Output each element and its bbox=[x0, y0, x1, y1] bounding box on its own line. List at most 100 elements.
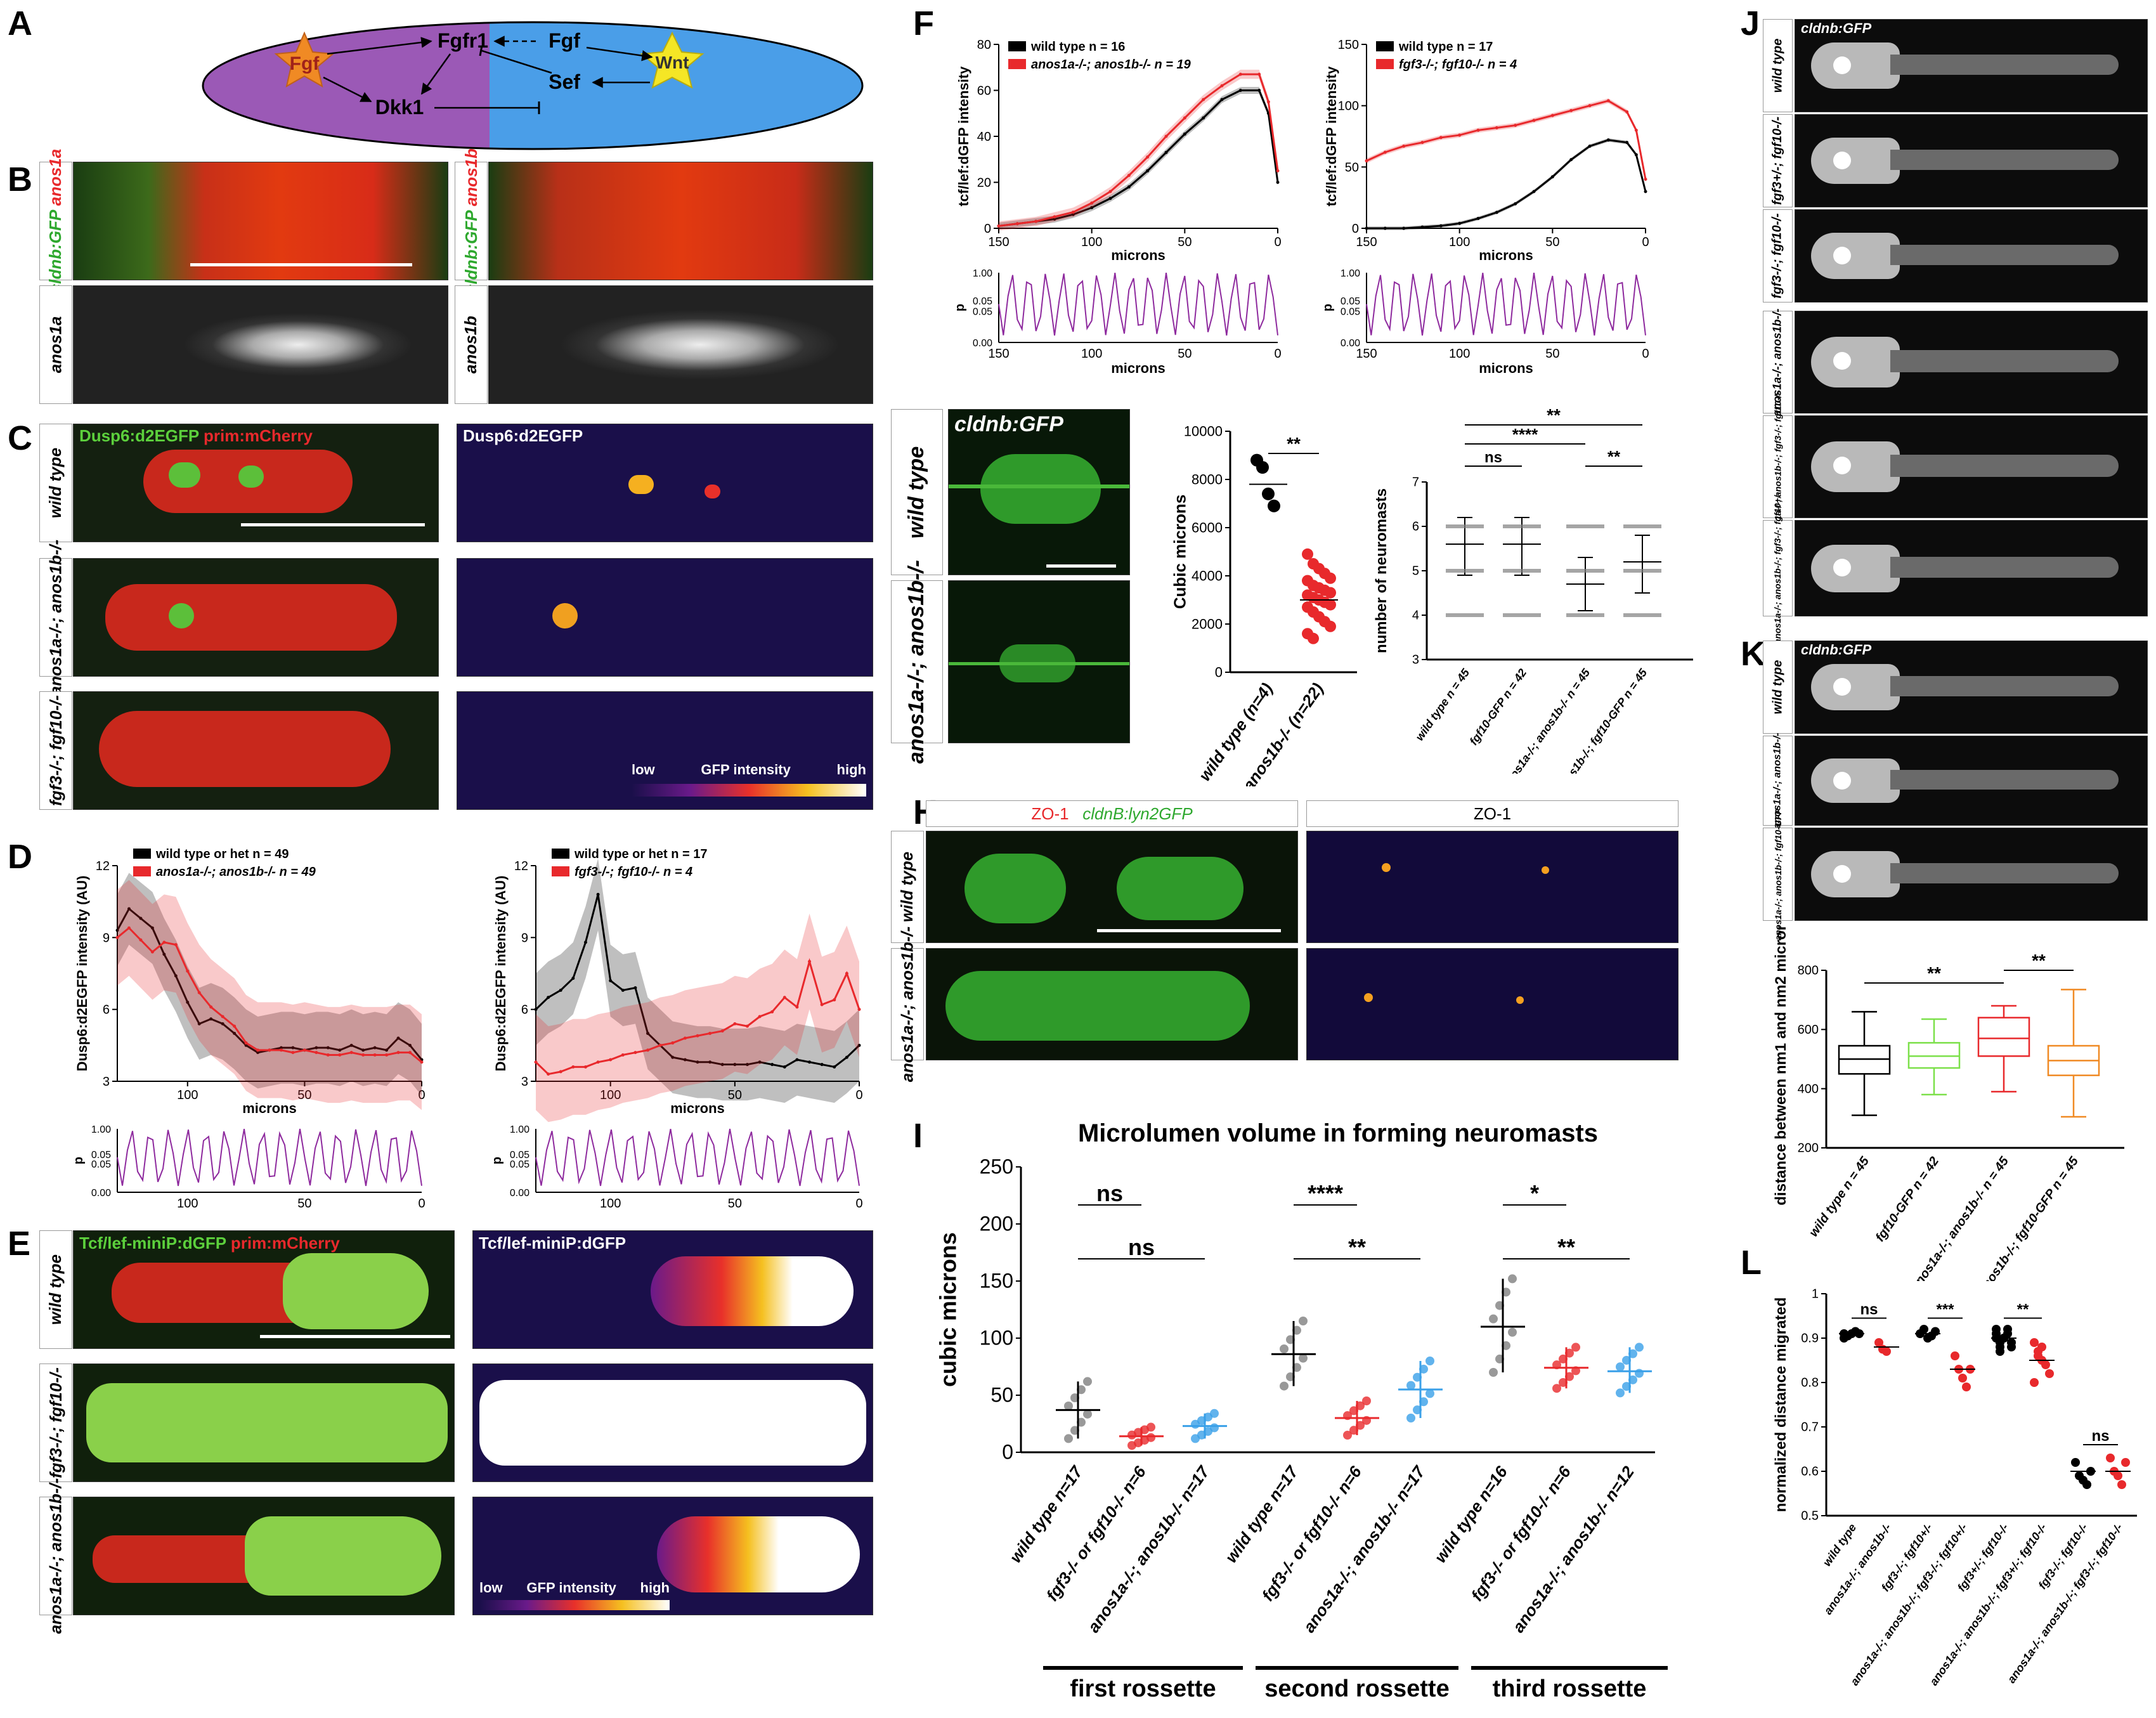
data-point bbox=[1514, 202, 1517, 205]
j-row-label-2: fgf3-/-; fgf10-/- bbox=[1763, 209, 1793, 303]
significance-label: ns bbox=[1860, 1301, 1878, 1318]
data-point bbox=[291, 1046, 295, 1050]
j-row-label-4: anos1a-/-; anos1b-/-; fgf3-/-; fgf10-/- bbox=[1763, 393, 1793, 541]
data-point bbox=[2071, 1458, 2080, 1467]
data-point bbox=[646, 1048, 650, 1052]
y-axis-label: tcf/lef:dGFP intensity bbox=[1323, 66, 1339, 207]
data-point bbox=[221, 1015, 224, 1018]
p-tick-label: 0.05 bbox=[973, 307, 992, 318]
data-point bbox=[1439, 224, 1443, 228]
data-point bbox=[845, 972, 848, 975]
y-tick-label: 0.7 bbox=[1801, 1421, 1819, 1435]
k-row-label-2: anos1a-/-; anos1b-/-; fgf10-GFP bbox=[1763, 809, 1793, 940]
c-header-right: Dusp6:d2EGFP bbox=[463, 426, 583, 445]
data-point bbox=[1458, 221, 1462, 225]
data-point bbox=[820, 1063, 824, 1067]
category-label: fgf10-GFP n = 42 bbox=[1873, 1154, 1942, 1244]
c-row-label-fgf: fgf3-/-; fgf10-/- bbox=[39, 691, 72, 810]
data-point bbox=[633, 1051, 637, 1055]
data-point bbox=[373, 1053, 377, 1057]
data-point bbox=[1623, 569, 1661, 573]
panel-label-J: J bbox=[1741, 4, 1760, 42]
data-point bbox=[1108, 190, 1112, 193]
p-x-axis-label: microns bbox=[1479, 360, 1533, 376]
g-row-label-anos: anos1a-/-; anos1b-/- bbox=[891, 560, 943, 764]
data-point bbox=[745, 1024, 749, 1028]
h-scale-bar bbox=[1097, 929, 1281, 932]
data-point bbox=[1064, 1401, 1073, 1410]
data-point bbox=[1262, 487, 1275, 500]
data-point bbox=[683, 1058, 687, 1062]
data-point bbox=[1606, 138, 1610, 142]
legend-label: anos1a-/-; anos1b-/- n = 49 bbox=[156, 865, 316, 879]
b-left-bottom-label: anos1a bbox=[39, 285, 72, 404]
data-point bbox=[720, 1029, 724, 1033]
x-tick-label: 50 bbox=[728, 1088, 742, 1102]
data-point bbox=[1446, 569, 1484, 573]
p-tick-label: 0.00 bbox=[510, 1188, 529, 1199]
data-point bbox=[1325, 599, 1336, 611]
data-point bbox=[1616, 1362, 1625, 1372]
data-point bbox=[1238, 89, 1242, 92]
data-point bbox=[621, 988, 625, 992]
data-point bbox=[1951, 1351, 1959, 1360]
y-tick-label: 200 bbox=[1798, 1142, 1819, 1155]
data-point bbox=[745, 1063, 749, 1067]
series-band bbox=[536, 913, 859, 1123]
y-tick-label: 6 bbox=[103, 1003, 110, 1017]
data-point bbox=[534, 1008, 538, 1012]
data-point bbox=[361, 1048, 365, 1052]
data-point bbox=[186, 969, 190, 973]
legend-swatch bbox=[552, 866, 569, 876]
y-tick-label: 9 bbox=[521, 931, 528, 945]
data-point bbox=[2034, 1351, 2042, 1360]
y-tick-label: 12 bbox=[514, 859, 528, 873]
data-point bbox=[1623, 524, 1661, 528]
c-row-label-anos: anos1a-/-; anos1b-/- bbox=[39, 540, 72, 695]
data-point bbox=[1623, 613, 1661, 617]
data-point bbox=[795, 1005, 799, 1009]
data-point bbox=[1276, 169, 1280, 172]
y-tick-label: 4 bbox=[1412, 609, 1419, 623]
posterior-region bbox=[490, 22, 862, 149]
data-point bbox=[139, 916, 143, 920]
data-point bbox=[1210, 1423, 1219, 1433]
category-label: fgf10-GFP n = 42 bbox=[1467, 667, 1529, 748]
data-point bbox=[733, 1022, 737, 1025]
x-tick-label: 0 bbox=[1274, 235, 1281, 249]
p-x-tick-label: 100 bbox=[1449, 347, 1470, 361]
data-point bbox=[2007, 1338, 2016, 1347]
data-point bbox=[621, 1053, 625, 1057]
data-point bbox=[1238, 72, 1242, 76]
data-point bbox=[1552, 1384, 1561, 1393]
data-point bbox=[2037, 1343, 2046, 1351]
data-point bbox=[186, 1000, 190, 1004]
e-anos-heatmap-image: low GFP intensity high bbox=[472, 1497, 873, 1615]
y-tick-label: 20 bbox=[977, 176, 991, 190]
significance-label: ns bbox=[1096, 1180, 1123, 1206]
e-lut-mid: GFP intensity bbox=[526, 1580, 616, 1596]
data-point bbox=[1566, 524, 1604, 528]
data-point bbox=[209, 1017, 213, 1021]
series-band bbox=[1367, 138, 1646, 230]
significance-label: *** bbox=[1936, 1301, 1954, 1318]
data-point bbox=[1299, 1353, 1308, 1363]
series-band bbox=[117, 873, 422, 1096]
x-tick-label: 50 bbox=[1545, 235, 1559, 249]
data-point bbox=[256, 1048, 260, 1052]
data-point bbox=[1446, 613, 1484, 617]
larva-image bbox=[1795, 641, 2148, 734]
data-point bbox=[571, 1065, 575, 1069]
data-point bbox=[279, 1048, 283, 1052]
data-point bbox=[547, 996, 550, 999]
y-axis-label: Dusp6:d2EGFP intensity (AU) bbox=[493, 876, 509, 1072]
significance-label: ns bbox=[2091, 1428, 2109, 1445]
data-point bbox=[1164, 134, 1168, 138]
data-point bbox=[2121, 1458, 2130, 1467]
significance-label: ** bbox=[1348, 1234, 1366, 1260]
data-point bbox=[1280, 1381, 1289, 1391]
panel-label-E: E bbox=[8, 1225, 31, 1263]
data-point bbox=[997, 224, 1001, 228]
y-tick-label: 0 bbox=[1352, 222, 1359, 236]
data-point bbox=[315, 1051, 318, 1055]
